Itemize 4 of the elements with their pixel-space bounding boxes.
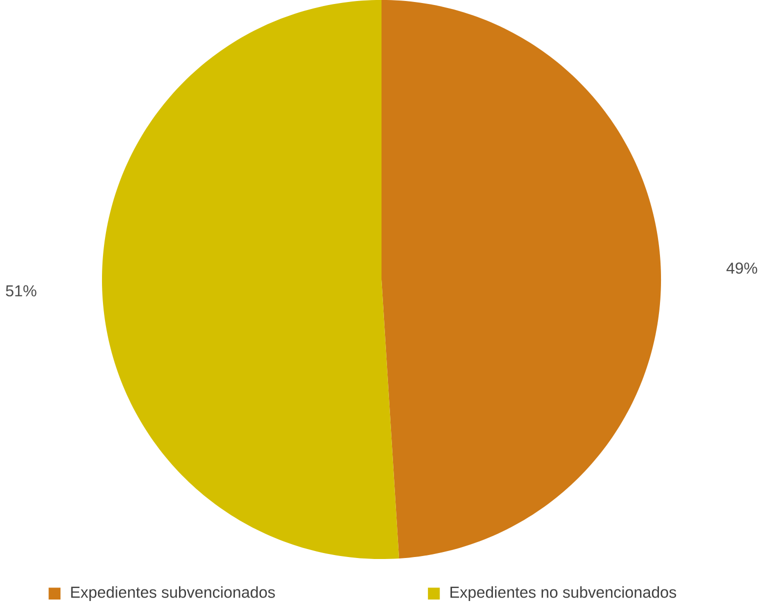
data-label: 51%: [6, 285, 36, 296]
data-label: 49%: [726, 262, 758, 274]
legend-label: Expedientes no subvencionados: [450, 586, 676, 601]
legend-label: Expedientes subvencionados: [71, 586, 275, 601]
